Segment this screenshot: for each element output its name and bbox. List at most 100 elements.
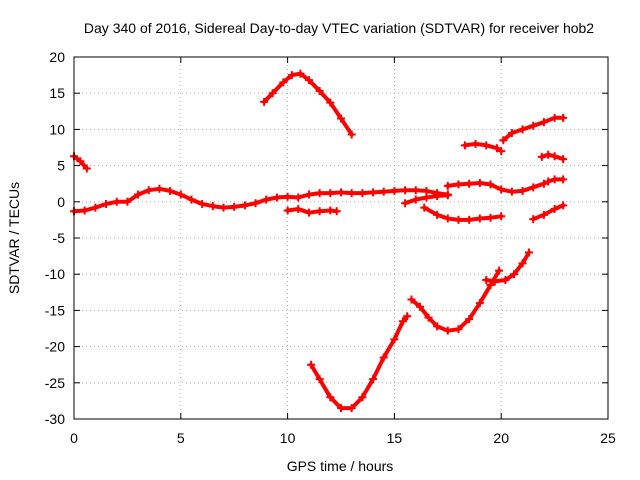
data-point-marker <box>315 207 324 216</box>
data-point-marker <box>112 197 121 206</box>
series-track-3 <box>283 205 341 217</box>
series-track-4 <box>260 69 356 139</box>
data-point-marker <box>424 313 433 322</box>
data-point-marker <box>326 98 335 107</box>
data-point-marker <box>144 186 153 195</box>
y-axis-label: SDTVAR / TECUs <box>6 182 22 294</box>
data-point-marker <box>315 87 324 96</box>
x-tick-label: 15 <box>387 430 403 446</box>
grid-lines <box>74 57 608 419</box>
data-point-marker <box>490 277 499 286</box>
data-point-marker <box>433 322 442 331</box>
series-track-2 <box>70 184 452 216</box>
data-point-marker <box>537 152 546 161</box>
data-point-marker <box>262 195 271 204</box>
series-track-13 <box>544 175 568 186</box>
data-point-marker <box>529 215 538 224</box>
data-point-marker <box>486 180 495 189</box>
data-point-marker <box>379 187 388 196</box>
data-point-marker <box>401 186 410 195</box>
data-point-marker <box>475 178 484 187</box>
data-point-marker <box>475 214 484 223</box>
data-point-marker <box>550 175 559 184</box>
data-point-marker <box>443 326 452 335</box>
data-point-marker <box>544 150 553 159</box>
data-point-marker <box>507 129 516 138</box>
data-point-marker <box>379 353 388 362</box>
data-point-marker <box>443 214 452 223</box>
data-point-marker <box>422 193 431 202</box>
data-point-marker <box>460 141 469 150</box>
y-tick-label: 0 <box>57 194 65 210</box>
data-point-marker <box>230 202 239 211</box>
data-point-marker <box>102 199 111 208</box>
y-tick-label: 5 <box>57 158 65 174</box>
data-point-marker <box>433 210 442 219</box>
series-track-1 <box>70 152 91 173</box>
series-line <box>72 186 450 214</box>
x-tick-label: 25 <box>600 430 616 446</box>
data-point-marker <box>539 210 548 219</box>
series-track-10 <box>499 113 568 145</box>
data-point-marker <box>529 183 538 192</box>
data-point-marker <box>497 212 506 221</box>
data-point-marker <box>465 215 474 224</box>
data-point-marker <box>416 302 425 311</box>
x-tick-label: 5 <box>177 430 185 446</box>
data-point-marker <box>76 157 85 166</box>
y-axis-ticks: -30 -25 -20 -15 -10 -5 0 5 10 15 20 <box>45 49 608 427</box>
data-point-marker <box>443 181 452 190</box>
data-point-marker <box>550 205 559 214</box>
series-track-8 <box>420 203 506 224</box>
data-point-marker <box>486 213 495 222</box>
data-point-marker <box>294 193 303 202</box>
data-point-marker <box>134 190 143 199</box>
y-tick-label: -20 <box>45 339 65 355</box>
x-axis-ticks: 0 5 10 15 20 25 <box>70 57 616 446</box>
series-track-15 <box>401 191 452 208</box>
data-point-marker <box>518 125 527 134</box>
y-tick-label: 20 <box>49 49 65 65</box>
data-point-marker <box>91 203 100 212</box>
series-track-11 <box>443 178 548 196</box>
data-point-marker <box>559 113 568 122</box>
data-point-marker <box>187 195 196 204</box>
data-point-marker <box>482 275 491 284</box>
data-point-marker <box>315 189 324 198</box>
data-point-marker <box>524 248 533 257</box>
data-point-marker <box>347 189 356 198</box>
data-point-marker <box>219 203 228 212</box>
data-point-marker <box>337 114 345 123</box>
data-point-marker <box>497 185 506 194</box>
data-point-marker <box>501 275 510 284</box>
y-tick-label: 15 <box>49 85 65 101</box>
series-track-14 <box>529 201 568 224</box>
data-point-marker <box>482 141 491 150</box>
data-point-marker <box>304 76 313 85</box>
data-point-marker <box>465 315 474 324</box>
data-point-marker <box>398 317 407 326</box>
data-point-marker <box>332 207 341 216</box>
y-tick-label: 10 <box>49 121 65 137</box>
x-tick-label: 10 <box>280 430 296 446</box>
data-point-marker <box>279 78 288 87</box>
series-track-6 <box>407 266 504 335</box>
series-track-12 <box>537 150 568 164</box>
series-track-5 <box>307 312 412 413</box>
series-line <box>531 203 566 222</box>
data-point-marker <box>499 136 508 145</box>
y-tick-label: -30 <box>45 411 65 427</box>
series-line <box>262 71 354 137</box>
data-point-marker <box>403 312 412 321</box>
data-point-marker <box>369 375 378 384</box>
data-point-marker <box>475 299 484 308</box>
data-point-marker <box>358 393 367 402</box>
y-tick-label: -5 <box>53 230 66 246</box>
data-point-marker <box>294 205 303 214</box>
data-point-marker <box>465 179 474 188</box>
data-point-marker <box>390 335 399 344</box>
data-point-marker <box>492 144 501 153</box>
series-line <box>309 314 410 411</box>
data-point-marker <box>347 130 356 139</box>
data-point-marker <box>123 197 132 206</box>
